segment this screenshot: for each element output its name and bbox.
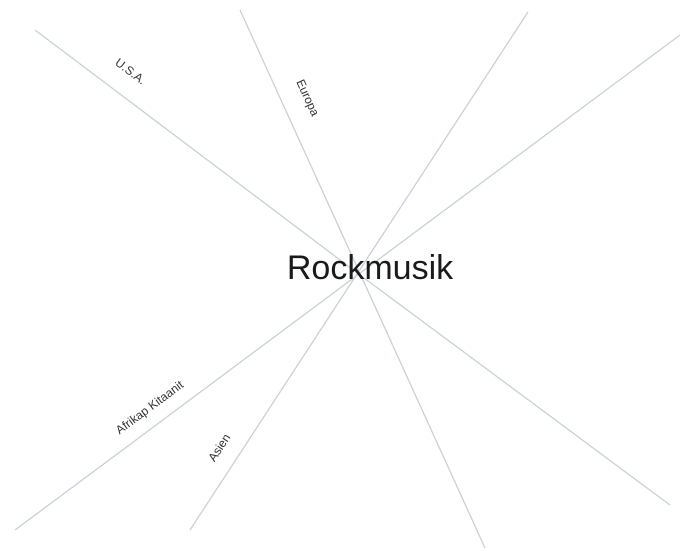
- branch-label: Europa: [293, 77, 322, 118]
- branch-label: Asien: [205, 431, 233, 464]
- branch-line: [239, 9, 486, 549]
- center-label: Rockmusik: [287, 249, 454, 287]
- branch-line: [189, 11, 529, 531]
- branch-line: [359, 274, 671, 506]
- branch-label: Afrikap Kitaanit: [113, 377, 187, 437]
- branch-label: U.S.A.: [112, 55, 148, 87]
- branch-line: [34, 29, 361, 276]
- branch-line: [14, 34, 681, 531]
